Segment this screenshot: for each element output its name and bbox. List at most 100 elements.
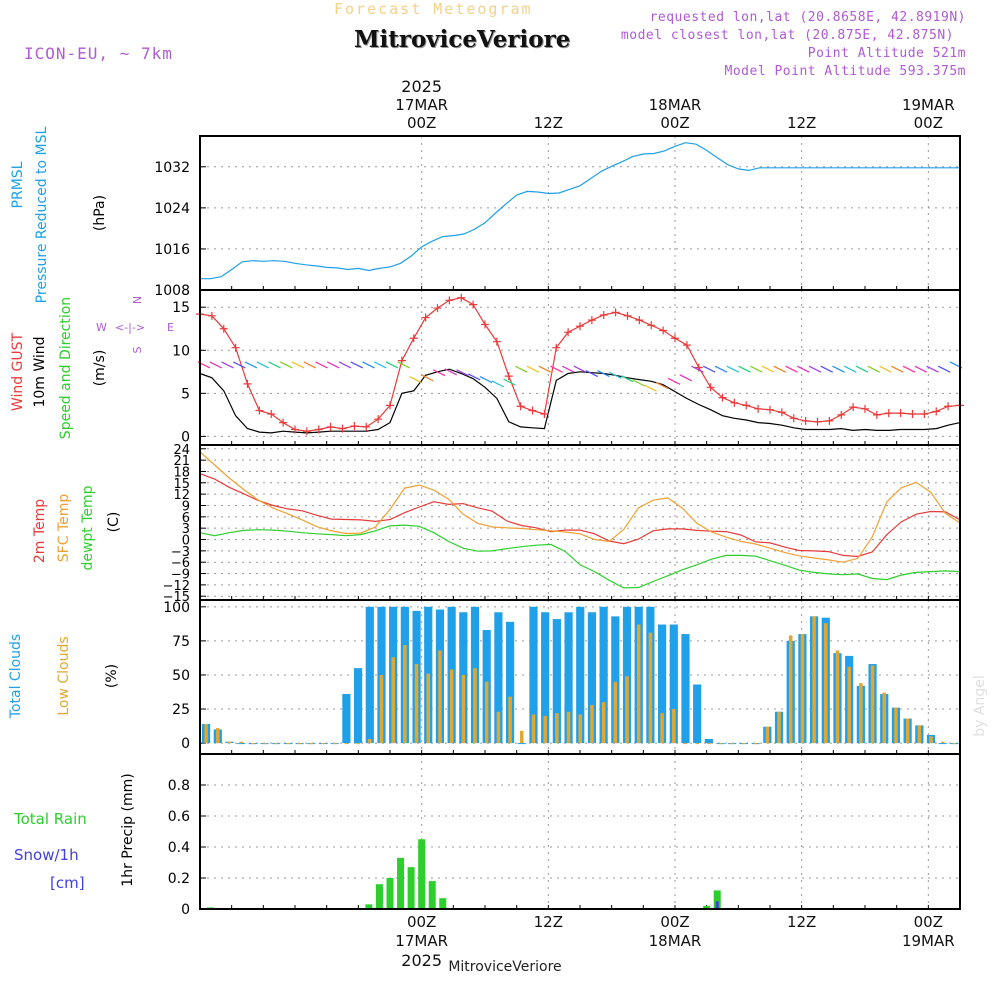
rain-bar (386, 878, 394, 909)
wind-unit-label: (m/s) (92, 350, 108, 387)
rain-bar (407, 867, 415, 909)
top-title: Forecast Meteogram (334, 0, 533, 18)
wind-direction-arrow (820, 365, 834, 373)
wind-direction-arrow (726, 365, 740, 373)
y-tick-label: 0 (182, 534, 190, 549)
low-cloud-bar (543, 715, 547, 744)
gust-marker (671, 334, 679, 343)
gust-marker (813, 417, 822, 426)
wind-direction-arrow (573, 365, 587, 373)
temp-sfc-line (199, 451, 961, 563)
wind-direction-arrow (914, 365, 928, 373)
wind-direction-arrow (890, 365, 904, 373)
wind-direction-arrow (785, 365, 798, 373)
wind-direction-arrow (526, 365, 540, 373)
low-cloud-bar (262, 743, 267, 745)
wind-direction-arrow (209, 361, 223, 369)
rain-bar (439, 898, 447, 909)
y-tick-label: 12 (173, 488, 190, 503)
wind-direction-arrow (832, 365, 845, 373)
low-cloud-bar (812, 616, 816, 744)
total-cloud-bar (704, 739, 713, 744)
low-cloud-bar (882, 692, 886, 744)
total-cloud-bar (541, 612, 550, 744)
y-tick-label: 0 (181, 736, 190, 752)
gust-marker (504, 372, 513, 381)
low-cloud-bar (566, 711, 571, 744)
temp-unit-label: (C) (106, 512, 122, 533)
total-cloud-bar (564, 612, 573, 744)
total-cloud-bar (599, 606, 608, 744)
low-cloud-bar (905, 718, 910, 744)
low-cloud-bar (636, 624, 641, 744)
temp-sfc-label: SFC Temp (56, 494, 72, 563)
total-cloud-bar (529, 606, 538, 744)
wind-direction-arrow (514, 365, 528, 373)
top-hour-label: 00Z (660, 114, 689, 132)
wind-direction-arrow (773, 365, 787, 373)
wind-direction-arrow (268, 361, 281, 369)
low-cloud-bar (578, 714, 582, 744)
temp-2m-line (199, 473, 961, 558)
wind-direction-arrow (796, 365, 810, 373)
total-cloud-bar (587, 612, 597, 744)
total-cloud-bar (237, 743, 246, 745)
bottom-year-label: 2025 (401, 951, 442, 970)
low-cloud-bar (707, 743, 711, 745)
low-cloud-bar (683, 743, 688, 745)
low-cloud-bar (859, 683, 863, 744)
wind-direction-arrow (550, 365, 563, 373)
compass-arrows: <-|-> (115, 321, 145, 334)
low-cloud-bar (742, 743, 746, 745)
bottom-hour-label: 00Z (660, 913, 689, 931)
gust-marker (896, 409, 905, 418)
wind-direction-arrow (315, 361, 328, 369)
top-date-label: 18MAR (649, 96, 702, 114)
gust-marker (314, 425, 323, 434)
low-cloud-bar (672, 709, 676, 744)
point-altitude: Point Altitude 521m (807, 46, 966, 61)
y-tick-label: −6 (171, 556, 190, 571)
wind-direction-arrow (679, 374, 693, 382)
low-cloud-bar (531, 714, 536, 744)
gust-marker (374, 415, 383, 424)
wind-direction-arrow (256, 361, 270, 369)
low-cloud-bar (344, 743, 349, 745)
wind-direction-arrow (667, 377, 681, 385)
bottom-hour-label: 00Z (914, 913, 943, 931)
wind-direction-arrow (608, 371, 622, 379)
snow-label: Snow/1h (14, 846, 79, 864)
wind-direction-arrow (397, 361, 411, 369)
y-tick-label: 6 (182, 511, 190, 526)
wind-direction-arrow (456, 369, 469, 377)
gust-marker (789, 414, 798, 423)
gust-marker (754, 404, 763, 413)
y-tick-label: 100 (163, 600, 190, 616)
gust-marker (884, 409, 893, 418)
y-tick-label: 0 (181, 902, 190, 918)
top-hour-label: 00Z (407, 114, 436, 132)
low-cloud-bar (777, 711, 781, 744)
gust-marker (433, 304, 442, 313)
low-cloud-bar (461, 674, 466, 744)
panel-frame (199, 135, 961, 291)
low-cloud-bar (309, 743, 314, 745)
total-cloud-bar (365, 606, 374, 744)
gust-marker (302, 427, 311, 436)
gust-marker (231, 343, 240, 352)
wind-direction-arrow (221, 361, 234, 369)
low-cloud-bar (449, 669, 454, 744)
pressure-label: PRMSL (10, 161, 26, 208)
y-tick-label: 1024 (154, 201, 190, 217)
low-cloud-bar (297, 743, 302, 745)
gust-marker (730, 398, 739, 407)
total-cloud-bar (681, 634, 690, 744)
total-cloud-bar (342, 694, 351, 744)
gust-marker (932, 407, 941, 416)
panel-frame (199, 444, 961, 601)
wind-direction-arrow (385, 361, 399, 369)
total-clouds-label: Total Clouds (8, 634, 24, 719)
gust-marker (837, 410, 846, 419)
gust-marker (386, 401, 394, 410)
